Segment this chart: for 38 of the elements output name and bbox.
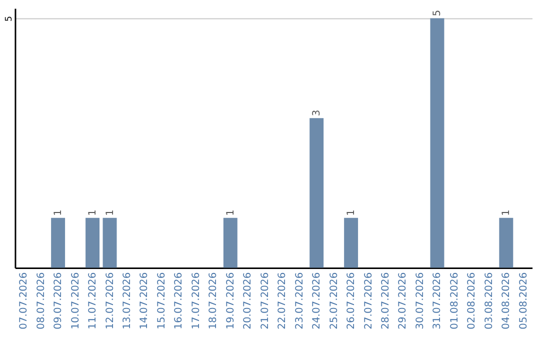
x-tick-label: 29.07.2026: [398, 272, 409, 330]
x-tick-label: 27.07.2026: [363, 272, 374, 330]
data-label: 1: [104, 210, 116, 216]
data-label: 1: [501, 210, 512, 216]
data-label: 1: [53, 210, 64, 216]
x-tick-label: 19.07.2026: [225, 272, 236, 330]
data-label: 1: [225, 210, 236, 216]
x-tick-label: 04.08.2026: [501, 272, 512, 330]
x-tick-label: 23.07.2026: [294, 272, 306, 330]
x-tick-label: 30.07.2026: [414, 272, 426, 330]
x-tick-label: 26.07.2026: [346, 272, 358, 330]
x-tick-label: 16.07.2026: [174, 272, 185, 330]
x-tick-label: 28.07.2026: [380, 272, 392, 330]
x-tick-label: 21.07.2026: [260, 272, 271, 330]
x-tick-label: 13.07.2026: [122, 272, 133, 330]
data-label: 1: [88, 210, 99, 216]
x-tick-label: 07.07.2026: [18, 272, 30, 330]
x-tick-label: 02.08.2026: [466, 272, 478, 330]
x-tick-label: 09.07.2026: [53, 272, 64, 330]
x-tick-label: 18.07.2026: [208, 272, 220, 330]
x-tick-label: 03.08.2026: [484, 272, 495, 330]
x-tick-label: 05.08.2026: [518, 272, 530, 330]
x-tick-label: 22.07.2026: [277, 272, 288, 330]
x-tick-label: 24.07.2026: [312, 272, 323, 330]
x-tick-label: 08.07.2026: [36, 272, 47, 330]
x-tick-label: 14.07.2026: [139, 272, 150, 330]
x-tick-label: 20.07.2026: [242, 272, 254, 330]
x-tick-label: 11.07.2026: [88, 272, 99, 330]
data-label: 3: [312, 110, 323, 116]
x-tick-label: 15.07.2026: [156, 272, 168, 330]
x-tick-label: 17.07.2026: [190, 272, 202, 330]
x-tick-label: 31.07.2026: [432, 272, 444, 330]
data-label: 5: [432, 10, 444, 16]
x-tick-label: 25.07.2026: [328, 272, 340, 330]
x-tick-label: 10.07.2026: [70, 272, 82, 330]
x-tick-label: 12.07.2026: [104, 272, 116, 330]
x-tick-label: 01.08.2026: [449, 272, 460, 330]
data-label: 1: [346, 210, 358, 216]
